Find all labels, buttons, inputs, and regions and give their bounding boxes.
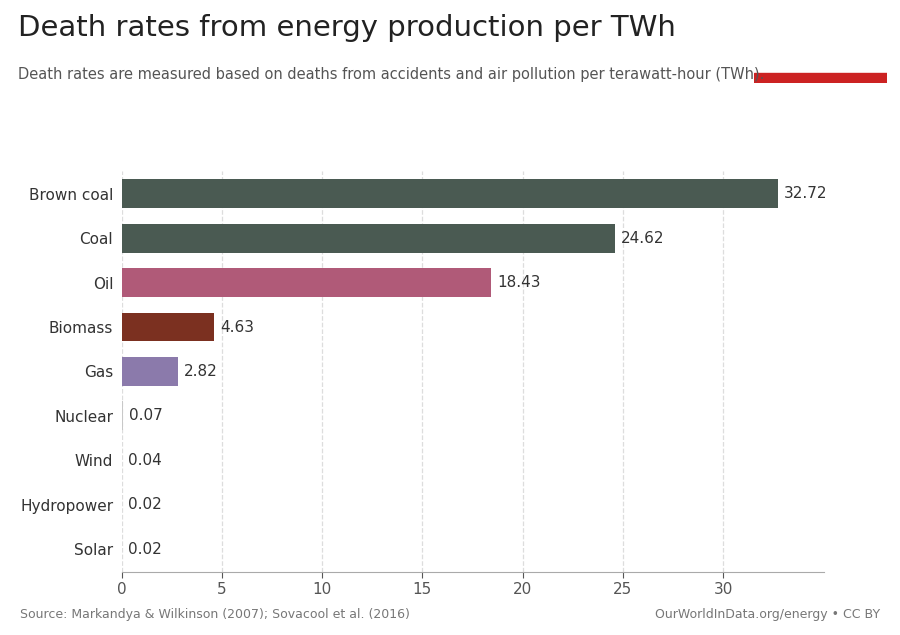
Text: 0.04: 0.04 [129,453,162,468]
Text: OurWorldInData.org/energy • CC BY: OurWorldInData.org/energy • CC BY [655,608,880,621]
Bar [122,268,491,297]
Text: 0.07: 0.07 [129,408,163,424]
Text: 4.63: 4.63 [220,319,255,335]
Text: 2.82: 2.82 [184,364,218,379]
Text: 24.62: 24.62 [621,231,665,246]
Text: Death rates from energy production per TWh: Death rates from energy production per T… [18,14,676,42]
Bar [122,401,123,431]
Text: 32.72: 32.72 [784,186,827,201]
Bar [754,73,887,83]
Bar [122,224,616,253]
Bar [122,312,214,342]
Text: Death rates are measured based on deaths from accidents and air pollution per te: Death rates are measured based on deaths… [18,67,764,82]
Text: 0.02: 0.02 [128,497,162,512]
Text: 0.02: 0.02 [128,542,162,557]
Text: Source: Markandya & Wilkinson (2007); Sovacool et al. (2016): Source: Markandya & Wilkinson (2007); So… [20,608,410,621]
Bar [122,179,778,208]
Text: in Data: in Data [794,50,848,63]
Bar [122,357,178,386]
Text: Our World: Our World [783,25,859,38]
Text: 18.43: 18.43 [497,275,541,290]
